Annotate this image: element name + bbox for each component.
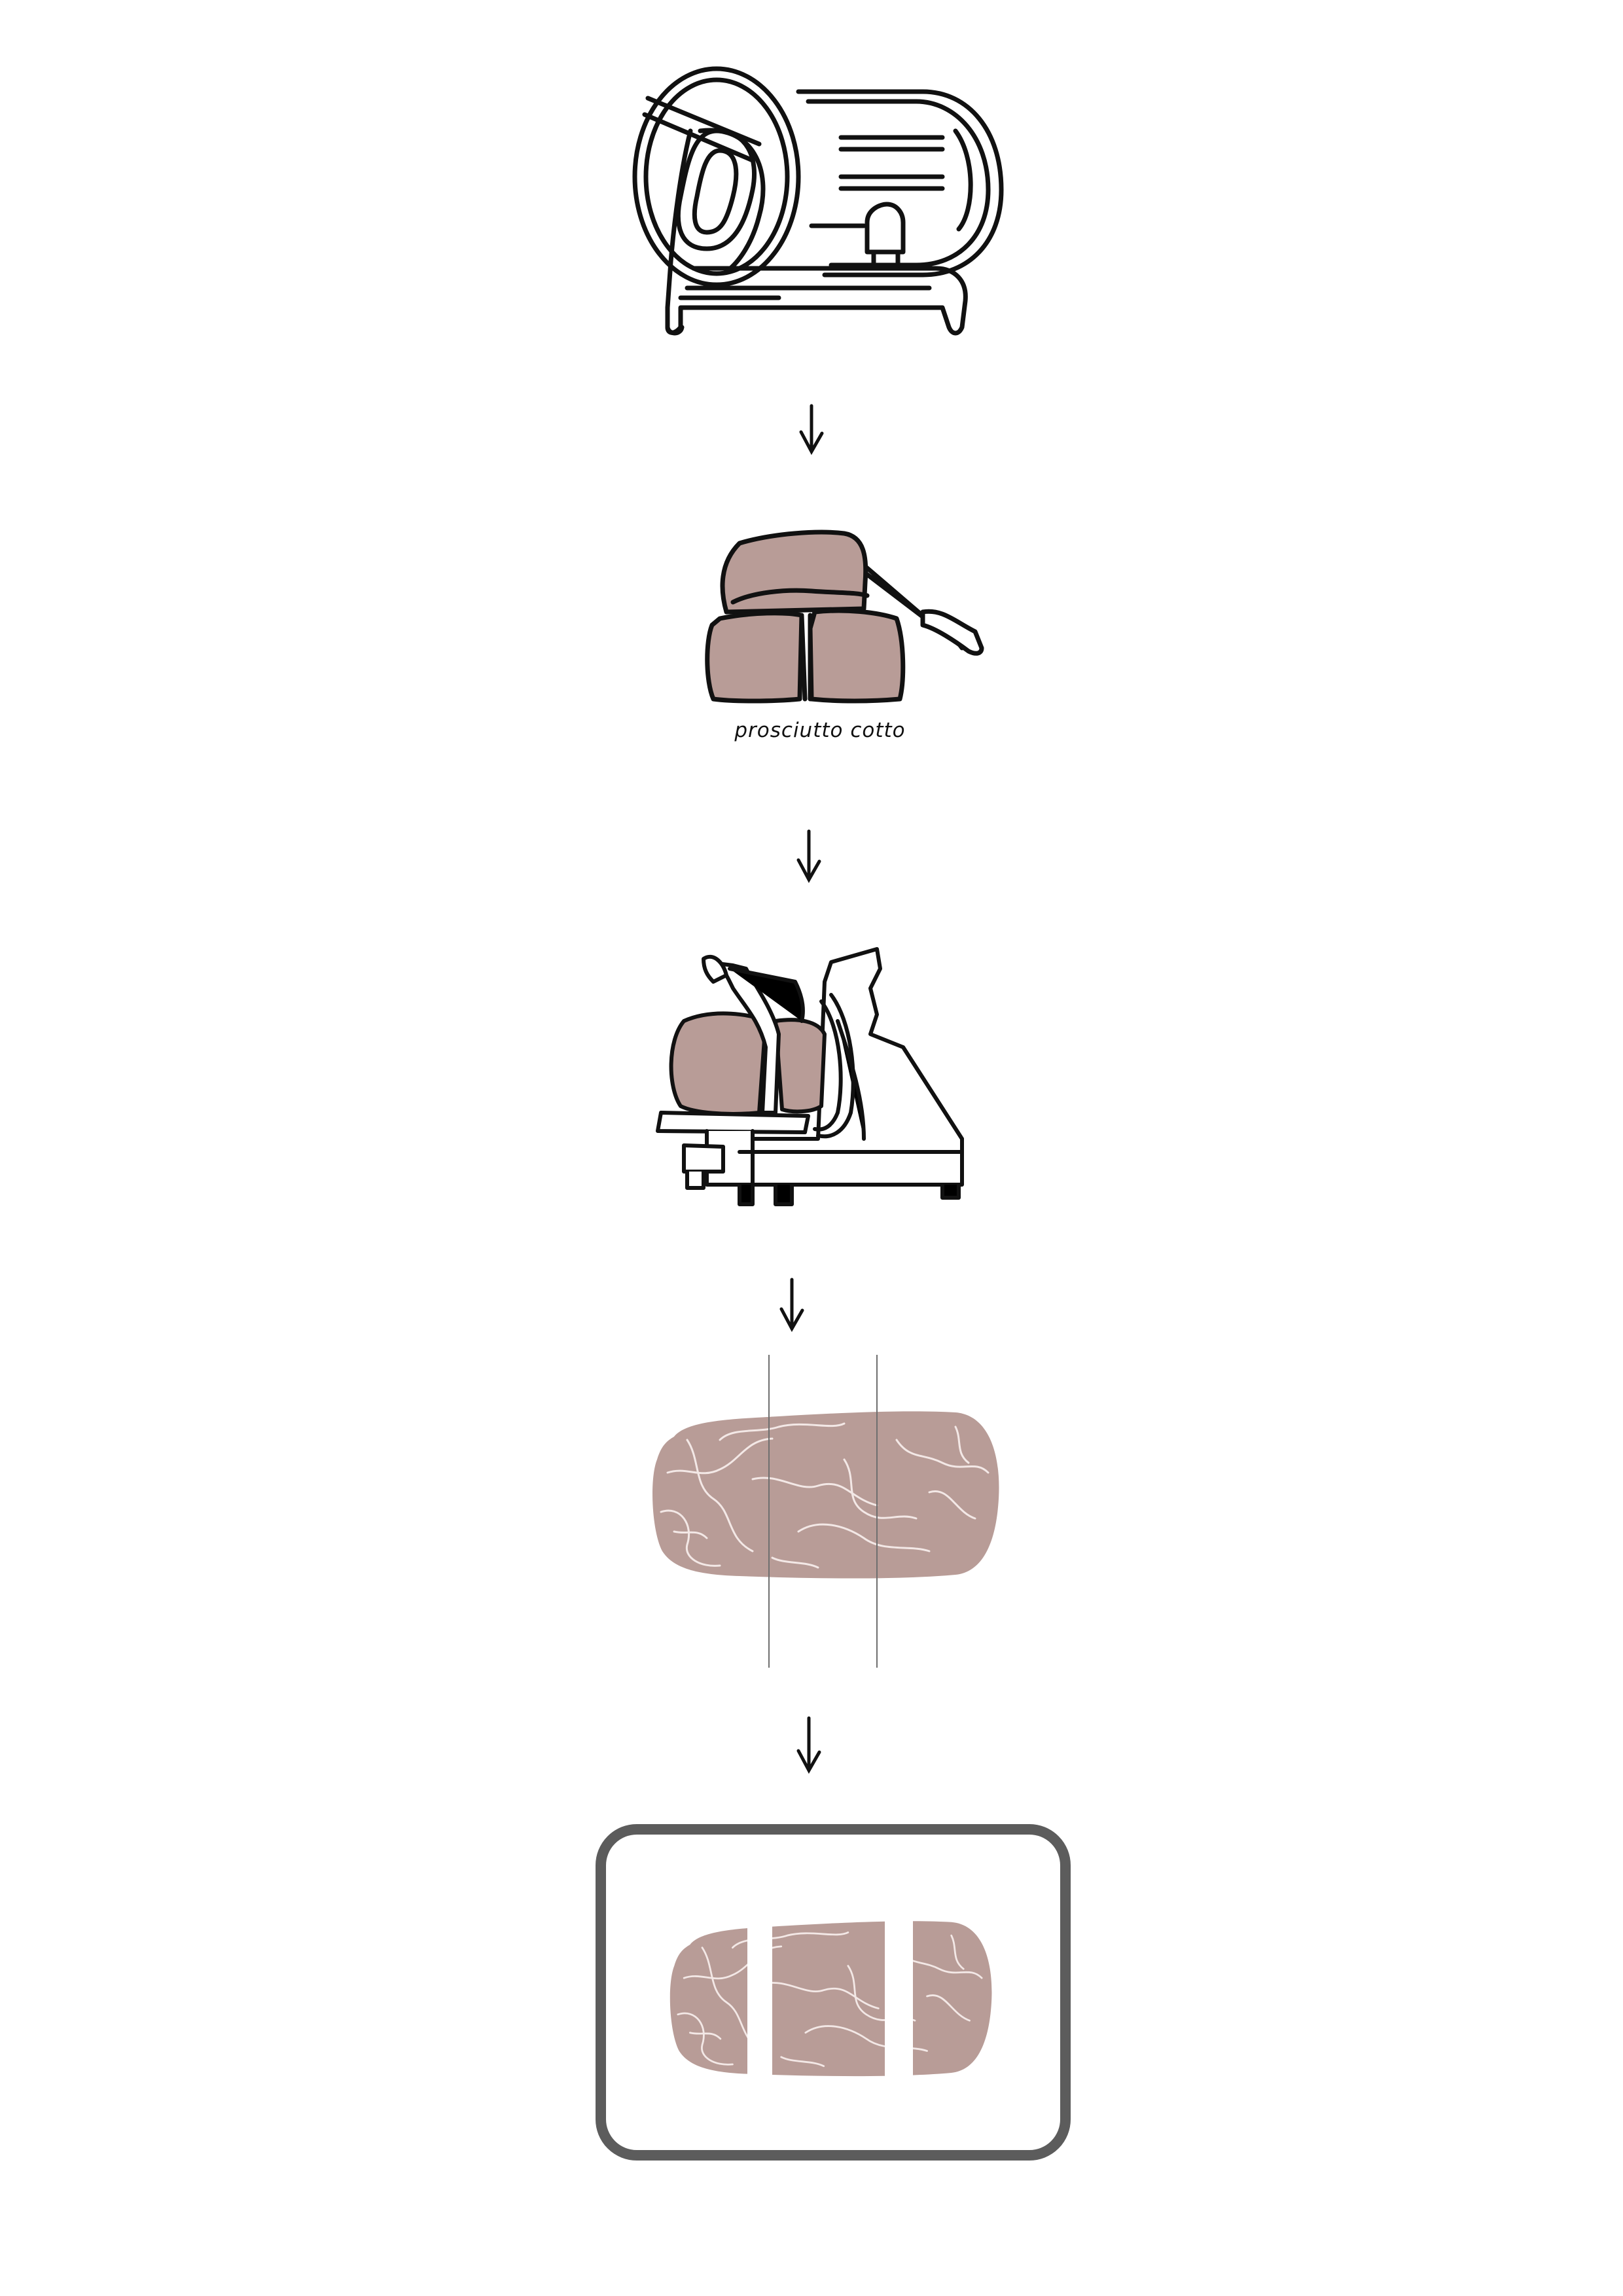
arrow-down-icon [779, 1278, 804, 1333]
ham-slab-with-cut-lines-icon [651, 1355, 1000, 1668]
cooker-machine-icon [632, 66, 1004, 336]
step-2-label: prosciutto cotto [734, 719, 905, 742]
arrow-down-icon [796, 1716, 821, 1774]
prosciutto-cotto-ham-icon [705, 529, 984, 704]
arrow-down-icon [796, 829, 821, 884]
meat-slicer-icon [656, 947, 964, 1206]
arrow-down-icon [799, 404, 824, 456]
tray-with-ham-pieces-icon [596, 1824, 1071, 2161]
